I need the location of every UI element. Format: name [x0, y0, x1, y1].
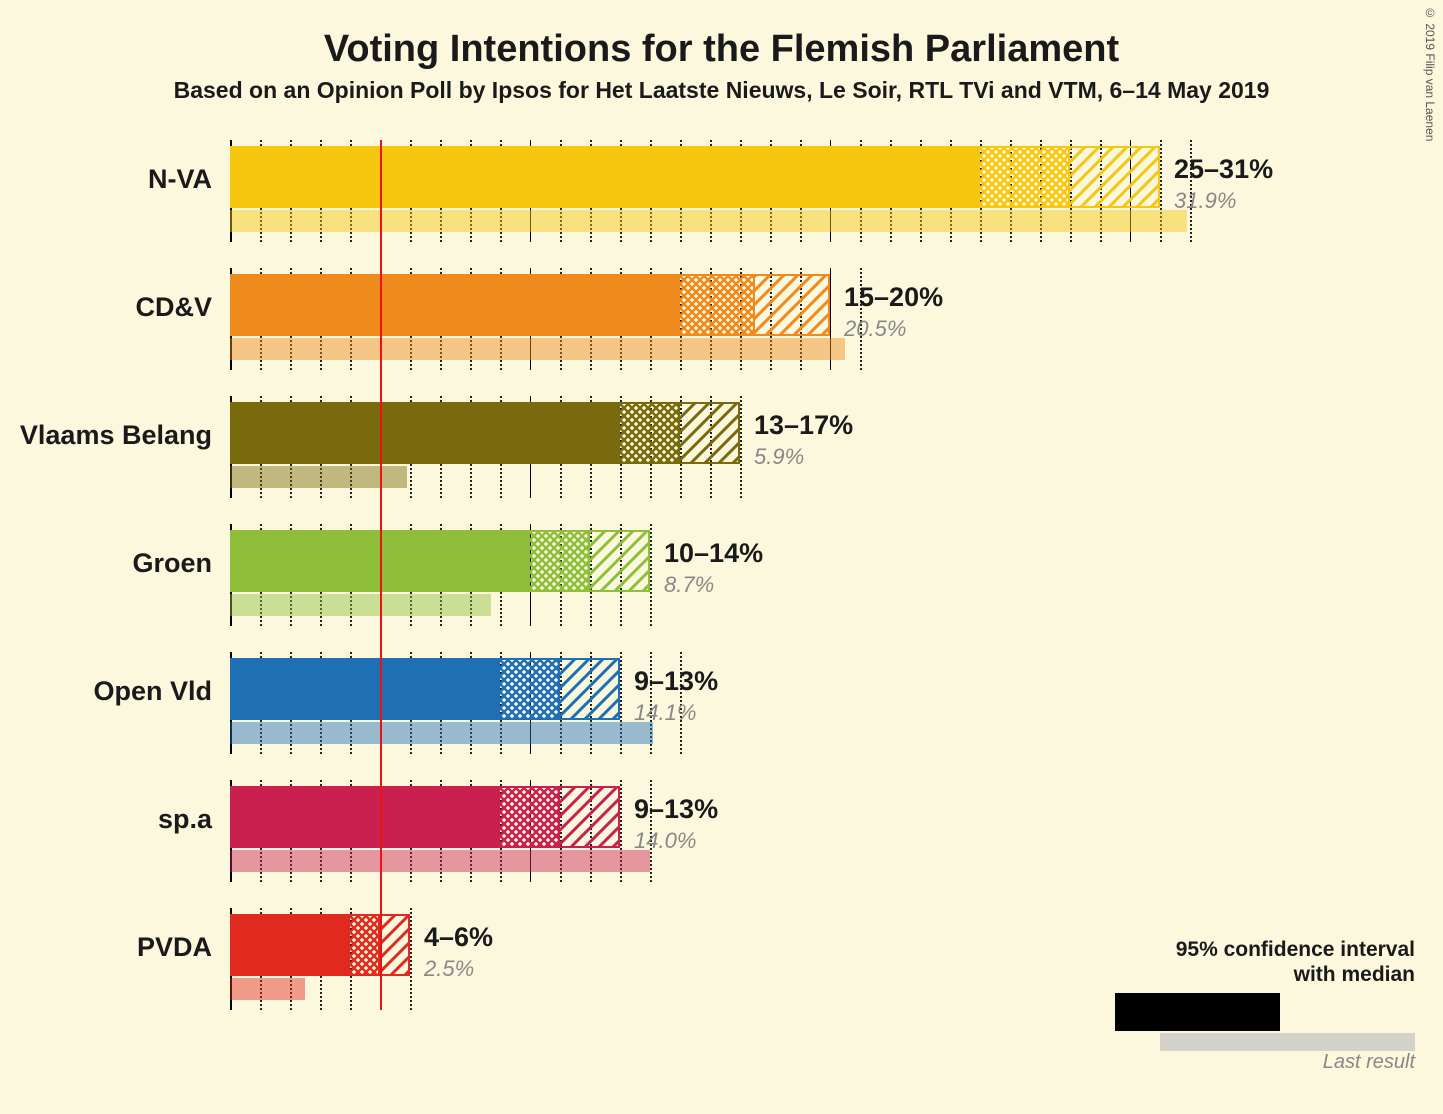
range-label: 10–14%	[664, 538, 763, 569]
last-result-bar	[230, 850, 650, 872]
range-label: 9–13%	[634, 666, 718, 697]
legend-title-2: with median	[1115, 962, 1415, 987]
last-result-bar	[230, 722, 653, 744]
party-label: Vlaams Belang	[20, 420, 212, 451]
party-label: PVDA	[137, 932, 212, 963]
chart-area: N-VA25–31%31.9%CD&V15–20%20.5%Vlaams Bel…	[230, 140, 1220, 1040]
confidence-bar	[230, 274, 830, 336]
legend: 95% confidence interval with median Last…	[1115, 937, 1415, 1074]
party-row: sp.a9–13%14.0%	[230, 780, 1220, 908]
chart-title: Voting Intentions for the Flemish Parlia…	[0, 0, 1443, 71]
copyright: © 2019 Filip van Laenen	[1423, 6, 1437, 141]
last-result-label: 8.7%	[664, 572, 714, 598]
confidence-bar	[230, 914, 410, 976]
party-label: N-VA	[148, 164, 212, 195]
last-result-bar	[230, 978, 305, 1000]
party-row: CD&V15–20%20.5%	[230, 268, 1220, 396]
party-row: Groen10–14%8.7%	[230, 524, 1220, 652]
party-row: Open Vld9–13%14.1%	[230, 652, 1220, 780]
party-row: PVDA4–6%2.5%	[230, 908, 1220, 1036]
confidence-bar	[230, 530, 650, 592]
last-result-label: 31.9%	[1174, 188, 1236, 214]
last-result-bar	[230, 594, 491, 616]
party-label: CD&V	[135, 292, 212, 323]
range-label: 13–17%	[754, 410, 853, 441]
legend-last-bar	[1160, 1033, 1415, 1051]
confidence-bar	[230, 402, 740, 464]
last-result-bar	[230, 338, 845, 360]
threshold-line	[380, 140, 382, 1010]
last-result-label: 14.1%	[634, 700, 696, 726]
party-label: Groen	[132, 548, 212, 579]
party-label: sp.a	[158, 804, 212, 835]
confidence-bar	[230, 146, 1160, 208]
chart-subtitle: Based on an Opinion Poll by Ipsos for He…	[0, 77, 1443, 104]
last-result-bar	[230, 210, 1187, 232]
party-label: Open Vld	[93, 676, 212, 707]
last-result-label: 14.0%	[634, 828, 696, 854]
legend-title-1: 95% confidence interval	[1115, 937, 1415, 962]
legend-sample-bar	[1115, 993, 1415, 1031]
range-label: 9–13%	[634, 794, 718, 825]
confidence-bar	[230, 786, 620, 848]
range-label: 4–6%	[424, 922, 493, 953]
last-result-label: 20.5%	[844, 316, 906, 342]
confidence-bar	[230, 658, 620, 720]
party-row: Vlaams Belang13–17%5.9%	[230, 396, 1220, 524]
last-result-label: 2.5%	[424, 956, 474, 982]
last-result-label: 5.9%	[754, 444, 804, 470]
party-row: N-VA25–31%31.9%	[230, 140, 1220, 268]
legend-last-label: Last result	[1115, 1051, 1415, 1074]
range-label: 25–31%	[1174, 154, 1273, 185]
range-label: 15–20%	[844, 282, 943, 313]
